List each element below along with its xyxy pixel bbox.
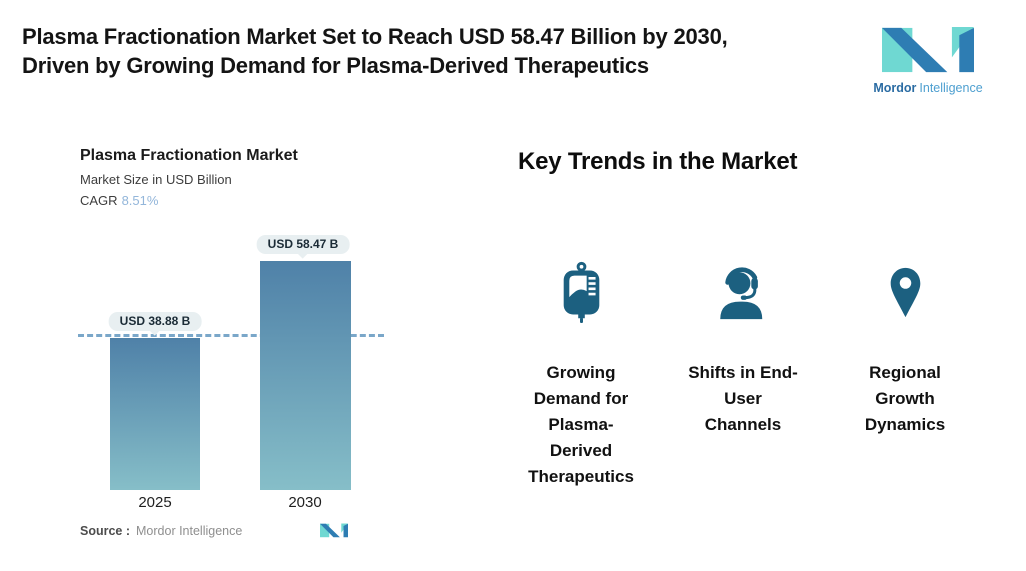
- source-label: Source :: [80, 524, 131, 538]
- chart-cagr: CAGR 8.51%: [80, 193, 158, 208]
- bar-2025: [110, 338, 200, 490]
- cagr-value: 8.51%: [121, 193, 159, 208]
- bar-2030: [260, 261, 351, 490]
- source-value: Mordor Intelligence: [136, 524, 243, 538]
- page-title-line2: Driven by Growing Demand for Plasma-Deri…: [22, 52, 649, 78]
- trends-grid: Growing Demand for Plasma- Derived Thera…: [500, 256, 986, 490]
- source-row: Source : Mordor Intelligence: [80, 524, 242, 538]
- headset-agent-icon: [720, 267, 763, 320]
- trend-item-end-user-channels: Shifts in End- User Channels: [662, 256, 824, 490]
- chart-title: Plasma Fractionation Market: [80, 147, 298, 164]
- trend-item-regional-growth: Regional Growth Dynamics: [824, 256, 986, 490]
- page-title-line1: Plasma Fractionation Market Set to Reach…: [22, 24, 728, 49]
- value-label-2025: USD 38.88 B: [108, 312, 202, 331]
- source-mordor-logo-icon: [320, 523, 348, 538]
- reference-dashed-line: [78, 334, 384, 337]
- chart-subtitle: Market Size in USD Billion: [80, 172, 232, 187]
- mordor-intelligence-logo: Mordor Intelligence: [866, 27, 990, 95]
- logo-word-intelligence: Intelligence: [919, 81, 983, 95]
- axis-label-2025: 2025: [138, 494, 172, 511]
- logo-wordmark: Mordor Intelligence: [866, 81, 990, 95]
- location-pin-icon: [890, 267, 920, 317]
- cagr-label: CAGR: [80, 193, 118, 208]
- trend-label-regional-growth: Regional Growth Dynamics: [864, 363, 946, 434]
- logo-word-mordor: Mordor: [873, 81, 917, 95]
- value-label-2030: USD 58.47 B: [256, 235, 350, 254]
- trends-heading: Key Trends in the Market: [518, 148, 798, 175]
- trend-label-end-user-channels: Shifts in End- User Channels: [688, 363, 798, 434]
- blood-bag-icon: [563, 261, 599, 323]
- page-title: Plasma Fractionation Market Set to Reach…: [22, 23, 872, 80]
- bar-chart-plot: [78, 237, 384, 490]
- mordor-logo-icon: [882, 27, 974, 73]
- trend-item-plasma-demand: Growing Demand for Plasma- Derived Thera…: [500, 256, 662, 490]
- axis-label-2030: 2030: [288, 494, 322, 511]
- trend-label-plasma-demand: Growing Demand for Plasma- Derived Thera…: [528, 363, 634, 486]
